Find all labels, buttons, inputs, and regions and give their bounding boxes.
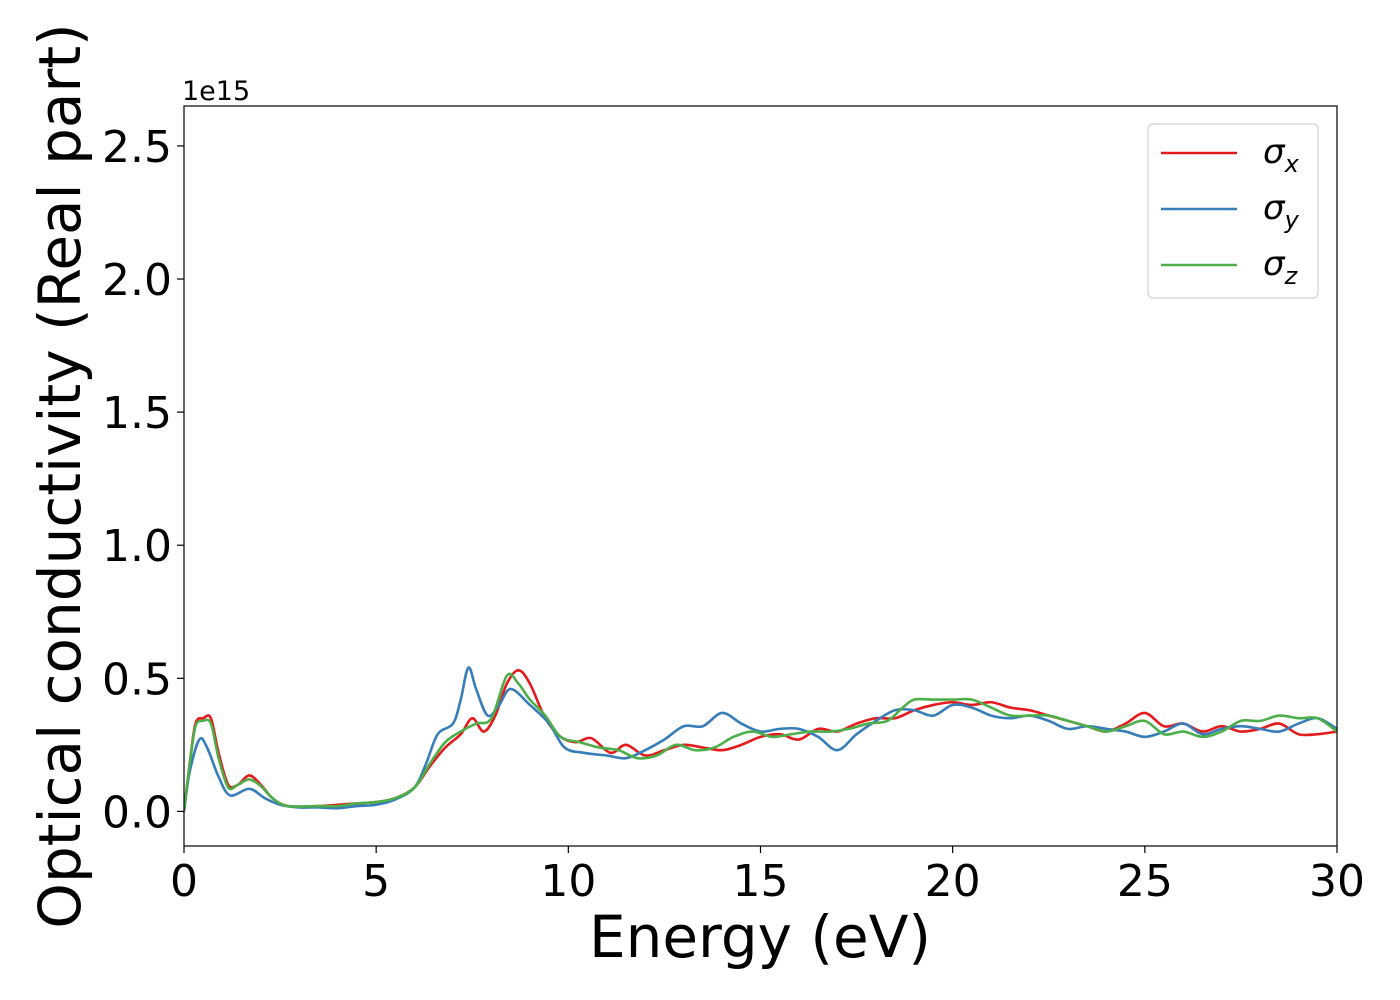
y-tick-label: 0.0 [102, 787, 172, 838]
x-axis-title: Energy (eV) [589, 903, 931, 971]
x-tick-label: 30 [1309, 856, 1365, 907]
x-tick-label: 10 [540, 856, 596, 907]
legend-label-z: σz [1263, 244, 1299, 290]
y-axis: 0.0 0.5 1.0 1.5 2.0 2.5 [102, 122, 184, 838]
x-tick-label: 15 [733, 856, 789, 907]
x-tick-label: 0 [170, 856, 198, 907]
y-tick-label: 1.5 [102, 388, 172, 439]
x-tick-label: 5 [362, 856, 390, 907]
y-tick-label: 1.0 [102, 521, 172, 572]
series-layer [184, 666, 1337, 812]
legend-box [1147, 123, 1319, 299]
legend-label-x: σx [1263, 132, 1300, 178]
plot-area [183, 105, 1338, 847]
x-axis: 0 5 10 15 20 25 30 [170, 846, 1365, 907]
y-axis-offset-label: 1e15 [182, 76, 250, 107]
y-axis-title: Optical conductivity (Real part) [26, 23, 94, 928]
y-tick-label: 2.5 [102, 122, 172, 173]
legend: σx σy σz [1147, 123, 1319, 299]
y-tick-label: 0.5 [102, 654, 172, 705]
y-tick-label: 2.0 [102, 255, 172, 306]
series-line-y [184, 666, 1337, 812]
x-tick-label: 20 [925, 856, 981, 907]
legend-label-y: σy [1263, 188, 1300, 234]
series-line-z [184, 672, 1337, 812]
x-tick-label: 25 [1117, 856, 1173, 907]
